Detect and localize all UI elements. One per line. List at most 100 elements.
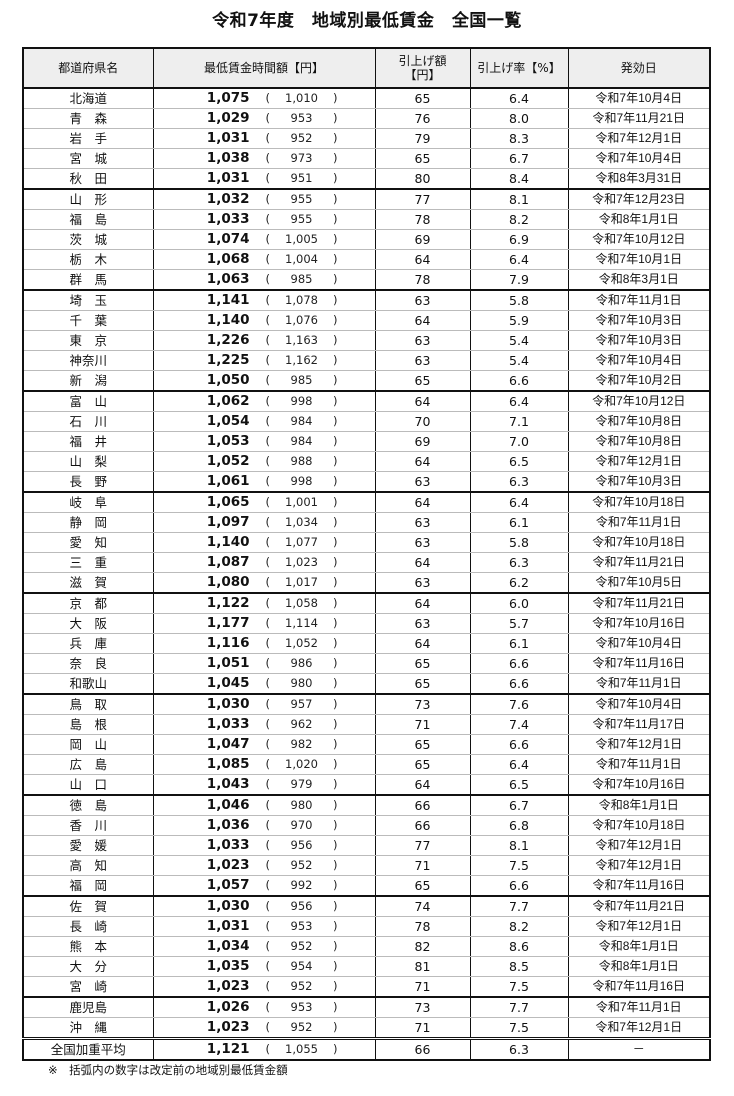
previous-wage-value: 984 — [290, 434, 313, 448]
raise-amount: 63 — [374, 330, 471, 351]
previous-wage: 984 — [266, 432, 338, 451]
wage-cell: 1,026 953 — [152, 997, 376, 1018]
current-wage: 1,035 — [206, 958, 250, 974]
previous-wage: 952 — [266, 937, 338, 956]
effective-date: 令和7年10月12日 — [567, 229, 711, 250]
footnote: ※ 括弧内の数字は改定前の地域別最低賃金額 — [48, 1063, 288, 1077]
prefecture-name: 宮 崎 — [69, 979, 107, 994]
wage-pair: 1,057 992 — [154, 876, 374, 894]
current-wage: 1,061 — [206, 473, 250, 489]
current-wage: 1,030 — [206, 898, 250, 914]
wage-pair: 1,035 954 — [154, 957, 374, 976]
prefecture-cell: 京 都 — [22, 593, 154, 614]
previous-wage-value: 1,017 — [285, 575, 318, 589]
raise-rate: 8.0 — [469, 108, 569, 129]
previous-wage-value: 957 — [290, 697, 313, 711]
raise-amount: 65 — [374, 148, 471, 169]
wage-cell: 1,054 984 — [152, 411, 376, 432]
header-raise-amount-line2: 【円】 — [404, 68, 441, 82]
current-wage: 1,026 — [206, 999, 250, 1015]
raise-rate: 6.7 — [469, 148, 569, 169]
prefecture-name: 熊 本 — [69, 939, 107, 954]
previous-wage-value: 985 — [290, 373, 313, 387]
current-wage: 1,043 — [206, 776, 250, 792]
previous-wage-value: 1,001 — [285, 495, 318, 509]
previous-wage-value: 1,162 — [285, 353, 318, 367]
raise-rate: 6.3 — [469, 471, 569, 493]
wage-pair: 1,031 952 — [154, 129, 374, 148]
effective-date: 令和7年10月18日 — [567, 492, 711, 513]
raise-rate: 7.5 — [469, 976, 569, 998]
prefecture-cell: 静 岡 — [22, 512, 154, 533]
raise-rate: 5.9 — [469, 310, 569, 331]
raise-rate: 7.1 — [469, 411, 569, 432]
wage-cell: 1,140 1,077 — [152, 532, 376, 553]
prefecture-name: 京 都 — [69, 596, 107, 611]
prefecture-cell: 秋 田 — [22, 168, 154, 190]
raise-rate: 6.8 — [469, 815, 569, 836]
current-wage: 1,140 — [206, 534, 250, 550]
effective-date: 令和7年10月4日 — [567, 148, 711, 169]
wage-cell: 1,023 952 — [152, 976, 376, 998]
prefecture-cell: 石 川 — [22, 411, 154, 432]
previous-wage: 952 — [266, 856, 338, 875]
prefecture-name: 千 葉 — [69, 313, 107, 328]
current-wage: 1,087 — [206, 554, 250, 570]
wage-cell: 1,036 970 — [152, 815, 376, 836]
previous-wage-value: 1,163 — [285, 333, 318, 347]
prefecture-name: 長 崎 — [69, 919, 107, 934]
current-wage: 1,226 — [206, 332, 250, 348]
effective-date: 令和7年11月21日 — [567, 593, 711, 614]
previous-wage: 953 — [266, 917, 338, 936]
current-wage: 1,065 — [206, 494, 250, 510]
wage-cell: 1,141 1,078 — [152, 290, 376, 311]
current-wage: 1,052 — [206, 453, 250, 469]
previous-wage: 1,001 — [266, 493, 338, 512]
wage-cell: 1,046 980 — [152, 795, 376, 816]
previous-wage: 954 — [266, 957, 338, 976]
wage-pair: 1,140 1,076 — [154, 311, 374, 330]
raise-amount: 63 — [374, 532, 471, 553]
effective-date: 令和8年1月1日 — [567, 936, 711, 957]
current-wage: 1,034 — [206, 938, 250, 954]
wage-pair: 1,116 1,052 — [154, 634, 374, 653]
previous-wage-value: 1,005 — [285, 232, 318, 246]
previous-wage: 1,055 — [266, 1041, 338, 1058]
prefecture-name: 沖 縄 — [69, 1020, 107, 1035]
effective-date: 令和7年11月1日 — [567, 673, 711, 695]
prefecture-cell: 鳥 取 — [22, 694, 154, 715]
wage-cell: 1,043 979 — [152, 774, 376, 796]
prefecture-cell: 山 形 — [22, 189, 154, 210]
previous-wage-value: 980 — [290, 798, 313, 812]
prefecture-name: 香 川 — [69, 818, 107, 833]
total-row: 全国加重平均 1,121 1,055 666.3－ — [22, 1037, 711, 1061]
raise-rate: 6.4 — [469, 88, 569, 109]
current-wage: 1,051 — [206, 655, 250, 671]
prefecture-cell: 岡 山 — [22, 734, 154, 755]
prefecture-cell: 鹿児島 — [22, 997, 154, 1018]
previous-wage-value: 1,055 — [285, 1042, 318, 1056]
current-wage: 1,023 — [206, 1019, 250, 1035]
wage-pair: 1,087 1,023 — [154, 553, 374, 572]
previous-wage-value: 973 — [290, 151, 313, 165]
wage-cell: 1,047 982 — [152, 734, 376, 755]
wage-pair: 1,075 1,010 — [154, 89, 374, 108]
previous-wage-value: 955 — [290, 192, 313, 206]
current-wage: 1,032 — [206, 191, 250, 207]
current-wage: 1,140 — [206, 312, 250, 328]
wage-cell: 1,085 1,020 — [152, 754, 376, 775]
effective-date: 令和7年10月1日 — [567, 249, 711, 270]
